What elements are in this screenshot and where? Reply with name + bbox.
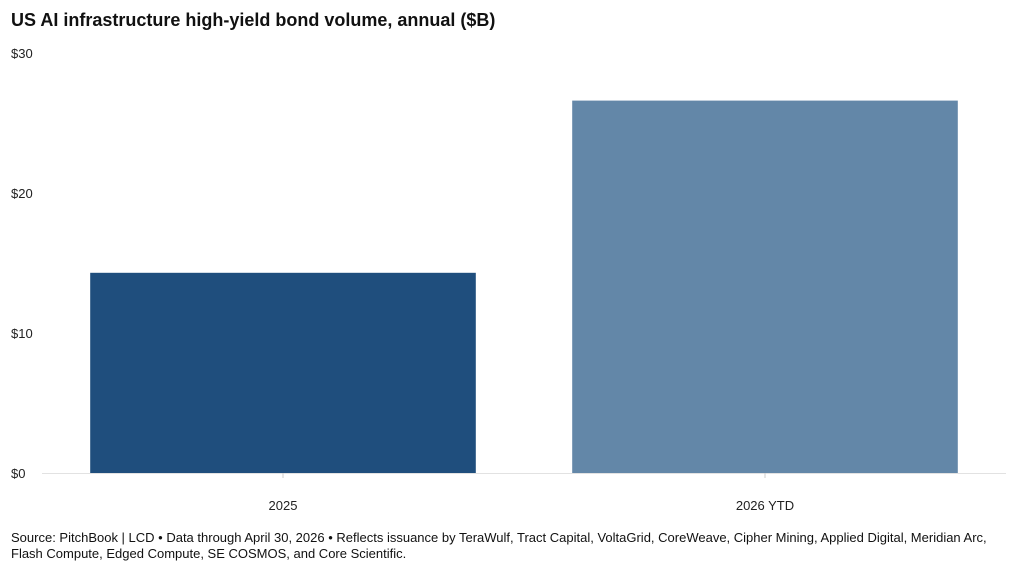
y-tick-label: $0 bbox=[11, 466, 25, 481]
y-tick-label: $20 bbox=[11, 186, 33, 201]
y-axis: $0 $10 $20 $30 bbox=[11, 46, 33, 481]
x-tick-label: 2025 bbox=[269, 498, 298, 513]
bars bbox=[90, 100, 958, 473]
y-tick-label: $10 bbox=[11, 326, 33, 341]
source-note: Source: PitchBook | LCD • Data through A… bbox=[11, 530, 987, 561]
chart-title: US AI infrastructure high-yield bond vol… bbox=[11, 10, 496, 30]
bar-2025 bbox=[90, 272, 476, 473]
bar-2026-ytd bbox=[572, 100, 958, 473]
x-axis: 2025 2026 YTD bbox=[42, 473, 1006, 513]
y-tick-label: $30 bbox=[11, 46, 33, 61]
bar-chart: $0 $10 $20 $30 2025 2026 YTD bbox=[11, 46, 1006, 513]
x-tick-label: 2026 YTD bbox=[736, 498, 794, 513]
